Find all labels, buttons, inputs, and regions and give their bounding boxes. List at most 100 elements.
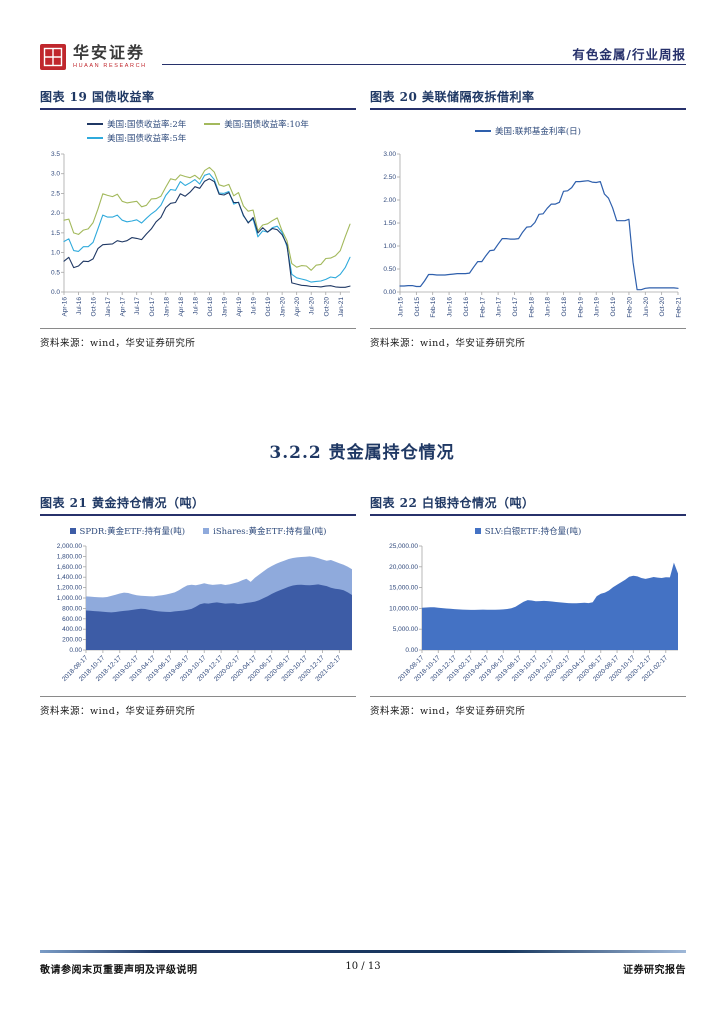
source-rule — [40, 696, 356, 697]
svg-text:Jun-17: Jun-17 — [496, 297, 503, 317]
svg-text:Oct-18: Oct-18 — [207, 297, 214, 317]
section-heading: 3.2.2 贵金属持仓情况 — [269, 443, 455, 463]
source-rule — [370, 328, 686, 329]
svg-text:400.00: 400.00 — [62, 626, 82, 633]
svg-text:Jan-17: Jan-17 — [105, 297, 112, 317]
svg-text:Oct-16: Oct-16 — [463, 297, 470, 317]
svg-text:Jun-20: Jun-20 — [643, 297, 650, 317]
svg-text:Jul-19: Jul-19 — [251, 297, 258, 315]
chart-area: 美国:国债收益率:2年 美国:国债收益率:10年美国:国债收益率:5年 0.0 0.… — [40, 116, 356, 324]
legend-label: SLV:白银ETF:持仓量(吨) — [484, 527, 582, 537]
figure-block-21: 图表 21 黄金持仓情况（吨） SPDR:黄金ETF:持有量(吨) iShares… — [40, 494, 356, 717]
footer-gradient-bar — [40, 950, 686, 953]
svg-text:10,000.00: 10,000.00 — [389, 605, 418, 612]
footer-text-row: 10 / 13 敬请参阅末页重要声明及评级说明 证券研究报告 — [40, 961, 686, 976]
figure-block-19: 图表 19 国债收益率 美国:国债收益率:2年 美国:国债收益率:10年 美国:国债… — [40, 88, 356, 349]
svg-text:Apr-18: Apr-18 — [178, 297, 185, 317]
svg-text:800.00: 800.00 — [62, 605, 82, 612]
svg-text:Jan-18: Jan-18 — [163, 297, 170, 317]
svg-text:Jun-19: Jun-19 — [594, 297, 601, 317]
legend-label: 美国:国债收益率:2年 — [107, 120, 187, 130]
svg-text:Oct-19: Oct-19 — [610, 297, 617, 317]
chart-area: 美国:联邦基金利率(日) 0.00 0.50 1.00 1.50 2.00 2.50 3.0… — [370, 116, 686, 324]
svg-text:Feb-20: Feb-20 — [626, 297, 633, 318]
chart-area: SPDR:黄金ETF:持有量(吨) iShares:黄金ETF:持有量(吨) 0.… — [40, 522, 356, 692]
svg-text:Feb-19: Feb-19 — [577, 297, 584, 318]
legend-item: 美国:国债收益率:2年 — [87, 118, 186, 130]
svg-text:2,000.00: 2,000.00 — [57, 543, 83, 550]
legend-label: 美国:国债收益率:5年 — [107, 134, 187, 144]
svg-text:Oct-18: Oct-18 — [561, 297, 568, 317]
source-note: 资料来源：wind，华安证券研究所 — [370, 706, 526, 717]
svg-text:15,000.00: 15,000.00 — [389, 585, 418, 592]
legend-row: 美国:联邦基金利率(日) — [475, 125, 581, 137]
svg-text:Oct-15: Oct-15 — [414, 297, 421, 317]
svg-text:Jul-20: Jul-20 — [309, 297, 316, 315]
svg-text:1,400.00: 1,400.00 — [57, 574, 83, 581]
svg-text:1,600.00: 1,600.00 — [57, 564, 83, 571]
legend-item: 美国:联邦基金利率(日) — [475, 125, 581, 137]
logo-name-cn: 华安证券 — [73, 43, 146, 62]
svg-text:2.5: 2.5 — [51, 190, 60, 197]
legend-item: SPDR:黄金ETF:持有量(吨) — [69, 525, 185, 537]
svg-text:1.00: 1.00 — [383, 243, 396, 250]
svg-text:Jul-17: Jul-17 — [134, 297, 141, 315]
charts-row-bottom: 图表 21 黄金持仓情况（吨） SPDR:黄金ETF:持有量(吨) iShares… — [40, 494, 686, 717]
charts-row-top: 图表 19 国债收益率 美国:国债收益率:2年 美国:国债收益率:10年 美国:国债… — [40, 88, 686, 349]
chart-legend: SPDR:黄金ETF:持有量(吨) iShares:黄金ETF:持有量(吨) — [69, 522, 326, 540]
header-rule — [162, 64, 686, 65]
figure-title-rule — [370, 514, 686, 516]
svg-text:Feb-17: Feb-17 — [479, 297, 486, 318]
svg-text:Jun-15: Jun-15 — [398, 297, 405, 317]
chart-canvas: 0.00 5,000.00 10,000.00 15,000.00 20,000.00 2… — [389, 543, 678, 683]
figure-title-rule — [370, 108, 686, 110]
legend-row: 美国:国债收益率:5年 — [87, 132, 186, 144]
chart-canvas: 0.0 0.5 1.0 1.5 2.0 2.5 3.0 3.5 Apr-16 Jul-16 Oct-… — [51, 151, 351, 317]
svg-text:1.5: 1.5 — [51, 230, 60, 237]
figure-block-22: 图表 22 白银持仓情况（吨） SLV:白银ETF:持仓量(吨) 0.00 5,0… — [370, 494, 686, 717]
svg-text:Apr-17: Apr-17 — [120, 297, 127, 317]
logo-text: 华安证券 HUAAN RESEARCH — [73, 44, 147, 69]
chart-legend: 美国:联邦基金利率(日) — [475, 116, 581, 146]
svg-text:Feb-18: Feb-18 — [528, 297, 535, 318]
svg-text:0.5: 0.5 — [51, 269, 60, 276]
svg-text:5,000.00: 5,000.00 — [393, 626, 419, 633]
chart-area: SLV:白银ETF:持仓量(吨) 0.00 5,000.00 10,000.00 15… — [370, 522, 686, 692]
footer-report-type: 证券研究报告 — [623, 965, 686, 976]
legend-row: SLV:白银ETF:持仓量(吨) — [474, 525, 582, 537]
legend-line-swatch — [475, 130, 491, 132]
svg-text:Jun-16: Jun-16 — [447, 297, 454, 317]
figure-title: 图表 19 国债收益率 — [40, 90, 155, 104]
svg-text:1.50: 1.50 — [383, 220, 396, 227]
legend-line-swatch — [204, 123, 221, 125]
figure-title-rule — [40, 514, 356, 516]
page-footer: 10 / 13 敬请参阅末页重要声明及评级说明 证券研究报告 — [40, 950, 686, 976]
source-note: 资料来源：wind，华安证券研究所 — [40, 706, 196, 717]
legend-line-swatch — [87, 137, 104, 139]
legend-item: 美国:国债收益率:10年 — [204, 118, 309, 130]
svg-text:Feb-16: Feb-16 — [430, 297, 437, 318]
svg-text:20,000.00: 20,000.00 — [389, 564, 418, 571]
chart-legend: 美国:国债收益率:2年 美国:国债收益率:10年美国:国债收益率:5年 — [87, 116, 309, 146]
svg-text:Oct-20: Oct-20 — [323, 297, 330, 317]
svg-text:3.5: 3.5 — [51, 151, 60, 158]
svg-text:2.0: 2.0 — [51, 210, 60, 217]
source-note: 资料来源：wind，华安证券研究所 — [40, 338, 196, 349]
svg-text:Jan-21: Jan-21 — [338, 297, 345, 317]
page-header: 华安证券 HUAAN RESEARCH 有色金属/行业周报 — [40, 44, 686, 82]
svg-text:0.0: 0.0 — [51, 289, 60, 296]
legend-line-swatch — [87, 123, 104, 125]
legend-item: SLV:白银ETF:持仓量(吨) — [474, 525, 582, 537]
logo-name-en: HUAAN RESEARCH — [73, 63, 147, 69]
legend-square-swatch — [474, 528, 481, 534]
svg-text:Oct-16: Oct-16 — [91, 297, 98, 317]
source-rule — [40, 328, 356, 329]
legend-label: 美国:联邦基金利率(日) — [495, 127, 581, 137]
svg-text:Jan-19: Jan-19 — [221, 297, 228, 317]
svg-text:Oct-20: Oct-20 — [659, 297, 666, 317]
svg-text:Apr-20: Apr-20 — [294, 297, 301, 317]
svg-text:Apr-16: Apr-16 — [62, 297, 69, 317]
legend-row: 美国:国债收益率:2年 美国:国债收益率:10年 — [87, 118, 309, 130]
figure-title: 图表 22 白银持仓情况（吨） — [370, 496, 535, 510]
footer-disclaimer: 敬请参阅末页重要声明及评级说明 — [40, 965, 198, 976]
